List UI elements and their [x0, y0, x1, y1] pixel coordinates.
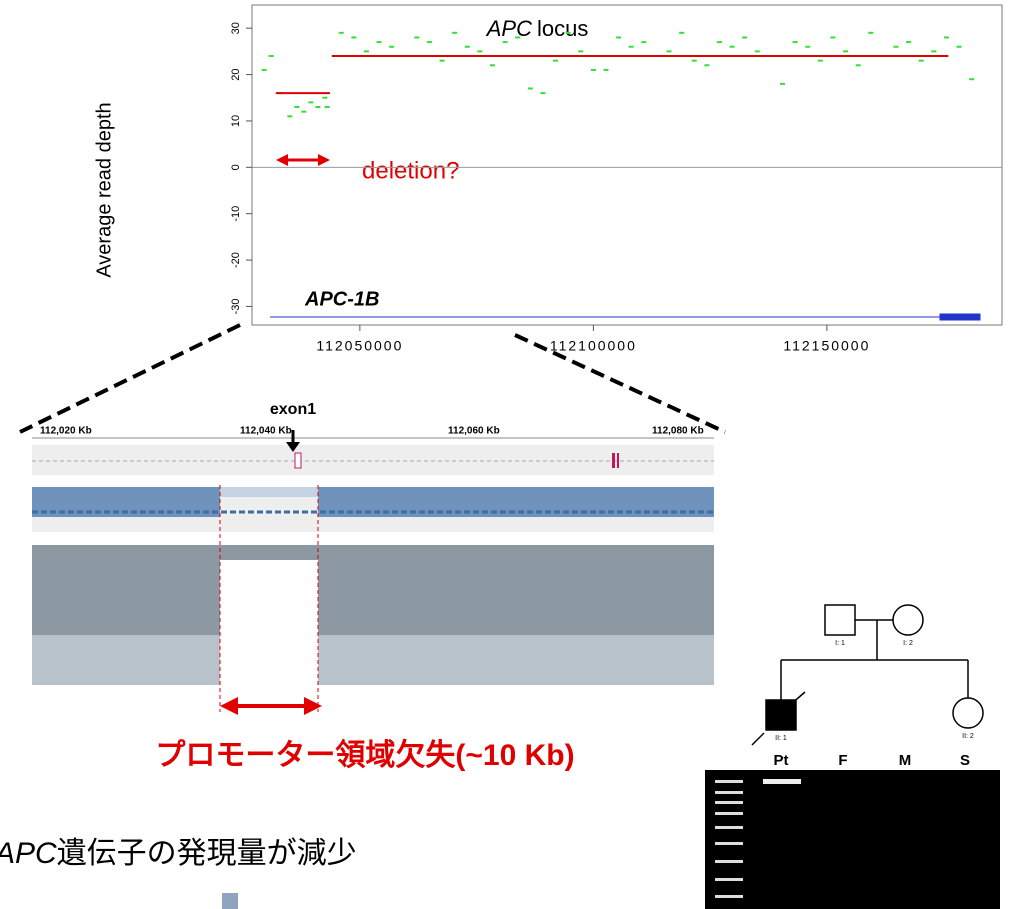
plot: 30 20 10 0 -10 -20 -30 112050000 112100000 112150… [230, 22, 1002, 354]
pedigree-label: I: 1 [835, 640, 845, 647]
lane-label: F [838, 752, 847, 769]
y-tick-label: -20 [230, 252, 242, 268]
igv-tick: 112,080 Kb [652, 426, 704, 437]
lane-label: Pt [774, 752, 789, 769]
gene-track [270, 313, 981, 321]
caption-gene: APC [0, 837, 57, 870]
x-tick-label: 112050000 [316, 338, 403, 354]
igv-tick: 112,040 Kb [240, 426, 292, 437]
y-label: Average read depth [93, 102, 115, 277]
zoom-lines [19, 323, 726, 434]
x-tick-label: 112150000 [783, 338, 870, 354]
bullet [222, 893, 238, 909]
lane-label: S [960, 752, 970, 769]
gel-band [763, 779, 801, 784]
locus-label: locus [537, 16, 588, 41]
lane-label: M [899, 752, 912, 769]
igv-tick: 112,060 Kb [448, 426, 500, 437]
plot-frame [251, 4, 1003, 326]
gel-ladder [715, 780, 743, 898]
arrow [276, 154, 330, 166]
gel [705, 770, 1000, 909]
y-tick-label: 30 [230, 22, 242, 34]
pedigree [751, 604, 984, 746]
gene-track-label: APC-1B [304, 288, 379, 310]
igv-panel [32, 430, 714, 730]
caption-text: 遺伝子の発現量が減少 [57, 837, 357, 870]
pedigree-label: I: 2 [903, 640, 913, 647]
exon-label: exon1 [270, 401, 316, 418]
locus-gene: APC [485, 16, 532, 41]
annotation: deletion? [362, 157, 459, 184]
y-tick-label: 0 [230, 164, 242, 170]
y-tick-label: 20 [230, 68, 242, 80]
y-tick-label: 10 [230, 115, 242, 127]
y-tick-label: -30 [230, 298, 242, 314]
igv-tick: 112,020 Kb [40, 426, 92, 437]
caption: APC遺伝子の発現量が減少 [0, 837, 357, 870]
pedigree-label: II: 2 [962, 733, 974, 740]
x-tick-label: 112100000 [550, 338, 637, 354]
y-tick-label: -10 [230, 206, 242, 222]
deletion-label: プロモーター領域欠失(~10 Kb) [155, 738, 574, 772]
pedigree-label: II: 1 [775, 735, 787, 742]
